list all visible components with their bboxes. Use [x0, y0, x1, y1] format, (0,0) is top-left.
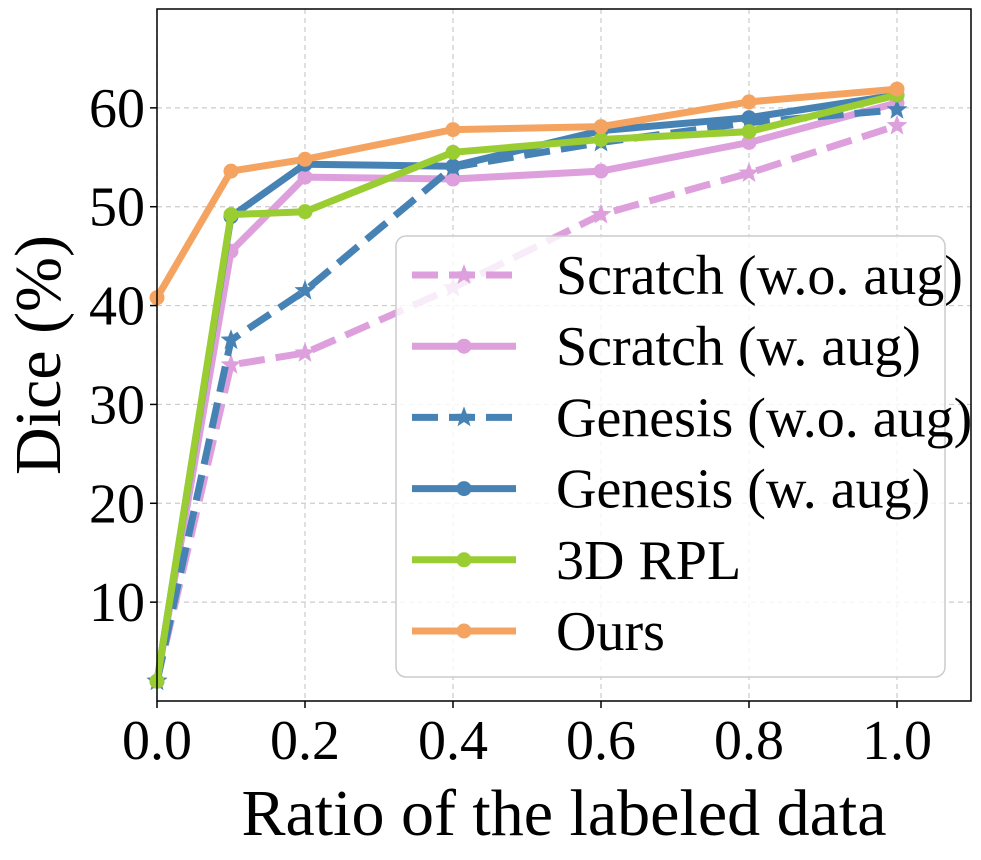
data-point — [220, 353, 242, 374]
x-axis-label: Ratio of the labeled data — [241, 777, 886, 850]
legend-marker — [453, 264, 475, 284]
data-point — [445, 144, 461, 160]
data-point — [294, 342, 316, 362]
x-tick-label: 0.4 — [418, 710, 488, 772]
legend-label: 3D RPL — [556, 530, 741, 592]
y-tick-label: 10 — [89, 572, 145, 634]
x-tick-label: 0.8 — [714, 710, 784, 772]
legend-entry: 3D RPL — [412, 530, 741, 592]
data-point — [297, 169, 313, 185]
y-tick-label: 60 — [89, 78, 145, 140]
series-5 — [149, 81, 905, 306]
data-point — [886, 98, 908, 119]
data-point — [223, 207, 239, 223]
legend-entry: Scratch (w. aug) — [412, 316, 921, 378]
data-point — [590, 203, 612, 224]
data-point — [593, 131, 609, 147]
data-point — [220, 329, 242, 350]
data-point — [741, 110, 757, 126]
legend-marker — [456, 481, 472, 497]
legend: Scratch (w.o. aug) Scratch (w. aug) Genesi… — [395, 235, 972, 678]
legend-entry: Genesis (w.o. aug) — [412, 387, 972, 449]
legend-label: Ours — [556, 601, 665, 663]
data-point — [297, 151, 313, 167]
x-tick-label: 1.0 — [862, 710, 932, 772]
y-tick-label: 50 — [89, 177, 145, 239]
data-point — [738, 162, 760, 182]
legend-entry: Scratch (w.o. aug) — [412, 245, 963, 307]
legend-marker — [456, 552, 472, 568]
axis-ticks: 0.0 0.2 0.4 0.6 0.8 1.0 10 20 30 40 50 60 — [89, 78, 932, 772]
x-tick-label: 0.2 — [270, 710, 340, 772]
legend-box — [395, 235, 946, 678]
data-point — [741, 124, 757, 140]
data-point — [445, 158, 461, 174]
data-point — [886, 114, 908, 135]
legend-label: Genesis (w.o. aug) — [556, 387, 972, 449]
plot-frame — [156, 8, 972, 702]
data-point — [445, 122, 461, 138]
data-point — [593, 163, 609, 179]
y-tick-label: 40 — [89, 276, 145, 338]
series-4 — [149, 87, 905, 689]
y-axis-label: Dice (%) — [2, 235, 75, 475]
x-tick-label: 0.6 — [566, 710, 636, 772]
data-point — [741, 134, 757, 150]
data-point — [889, 81, 905, 97]
legend-label: Genesis (w. aug) — [556, 459, 930, 521]
data-point — [294, 279, 316, 300]
legend-entry: Ours — [412, 601, 665, 663]
legend-label: Scratch (w.o. aug) — [556, 245, 963, 307]
x-tick-label: 0.0 — [122, 710, 192, 772]
data-point — [445, 171, 461, 187]
legend-label: Scratch (w. aug) — [556, 316, 921, 378]
y-tick-label: 30 — [89, 374, 145, 436]
legend-marker — [456, 623, 472, 639]
data-point — [223, 163, 239, 179]
legend-entry: Genesis (w. aug) — [412, 459, 930, 521]
data-point — [741, 94, 757, 110]
data-point — [297, 204, 313, 220]
y-tick-label: 20 — [89, 473, 145, 535]
legend-marker — [453, 406, 475, 427]
data-point — [593, 119, 609, 135]
legend-marker — [456, 338, 472, 354]
